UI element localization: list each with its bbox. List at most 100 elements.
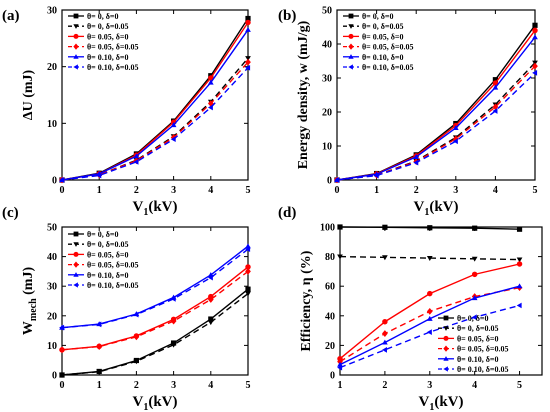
legend-marker: [443, 326, 449, 331]
data-point: [207, 296, 214, 303]
data-point: [516, 302, 522, 309]
legend-marker: [348, 33, 354, 39]
x-tick-label: 5: [517, 380, 522, 391]
plot-frame: [339, 226, 543, 376]
series-line: [336, 62, 536, 181]
data-point: [516, 261, 523, 267]
legend-marker: [348, 64, 353, 70]
y-tick-label: 30: [47, 6, 57, 17]
series-line: [61, 61, 249, 181]
data-point: [532, 62, 538, 70]
panel-label: (c): [2, 205, 19, 221]
legend-marker: [73, 251, 79, 257]
x-tick-label: 3: [453, 185, 458, 196]
legend-label: θ= 0, δ=0.05: [87, 240, 128, 249]
legend-marker: [348, 54, 354, 59]
series-2: [59, 291, 251, 378]
legend-marker: [348, 43, 354, 50]
legend-label: θ= 0, δ=0.05: [457, 324, 498, 333]
data-point: [492, 108, 498, 114]
y-tick-label: 60: [325, 282, 335, 293]
y-tick-label: 30: [322, 74, 332, 85]
y-axis-label-main: Efficiency, η (%): [299, 250, 314, 351]
x-axis-label-sub: 1: [429, 402, 434, 412]
legend-label: θ= 0.10, δ=0.05: [87, 281, 138, 290]
legend-label: θ= 0.10, δ=0.05: [87, 63, 138, 72]
legend-label: θ= 0.05, δ=0.05: [87, 43, 138, 52]
x-tick-label: 2: [134, 380, 139, 391]
y-tick-label: 0: [330, 371, 335, 382]
x-tick-label: 4: [208, 380, 213, 391]
legend-marker: [443, 356, 449, 361]
legend-marker: [73, 231, 79, 237]
x-axis-label: V1(kV): [418, 394, 463, 412]
y-tick-label: 50: [47, 223, 57, 234]
legend-marker: [73, 54, 79, 59]
series-line: [61, 293, 249, 376]
legend: θ= 0, δ=0θ= 0, δ=0.05θ= 0.05, δ=0 θ= 0.05…: [68, 12, 138, 72]
x-tick-label: 3: [171, 185, 176, 196]
x-tick-label: 0: [60, 380, 65, 391]
legend-label: θ= 0.10, δ=0: [457, 355, 498, 364]
data-point: [337, 224, 343, 230]
legend-label: θ= 0, δ=0.05: [87, 22, 128, 31]
data-point: [245, 56, 251, 62]
series-2: [59, 56, 251, 183]
y-tick-label: 0: [52, 371, 57, 382]
legend-label: θ= 0.10, δ=0: [362, 53, 403, 62]
panel-label: (b): [278, 8, 296, 24]
legend-label: θ= 0.05, δ=0.05: [87, 261, 138, 270]
x-axis-label-sub: 1: [424, 207, 429, 218]
y-tick-label: 30: [47, 282, 57, 293]
data-point: [382, 224, 388, 230]
data-point: [207, 320, 214, 326]
data-point: [532, 27, 538, 34]
legend-label: θ= 0, δ=0.05: [362, 22, 403, 31]
data-point: [133, 159, 139, 165]
series-line: [336, 72, 536, 181]
y-tick-label: 40: [325, 311, 335, 322]
x-tick-label: 5: [246, 185, 251, 196]
series-1: [59, 286, 251, 378]
y-axis-label-sub: mech: [28, 298, 39, 321]
y-axis-label: Energy density, w (mJ/g): [296, 20, 311, 169]
legend-label: θ= 0.10, δ=0: [87, 271, 128, 280]
series-6: [337, 302, 522, 371]
data-point: [452, 125, 459, 131]
data-point: [133, 153, 140, 159]
data-point: [382, 339, 388, 345]
y-tick-label: 20: [47, 311, 57, 322]
y-tick-label: 50: [322, 6, 332, 17]
data-point: [427, 290, 433, 297]
series-line: [339, 304, 520, 369]
plot-frame: [336, 9, 536, 181]
x-tick-label: 2: [134, 185, 139, 196]
plot-frame: [61, 226, 249, 376]
y-tick-label: 100: [320, 223, 335, 234]
legend-marker: [73, 242, 79, 247]
x-tick-label: 0: [60, 185, 65, 196]
legend-label: θ= 0.10, δ=0: [87, 53, 128, 62]
data-point: [59, 372, 65, 378]
data-point: [427, 225, 433, 231]
series-4: [334, 62, 538, 184]
data-point: [170, 317, 177, 325]
y-axis-label: Efficiency, η (%): [299, 250, 314, 351]
data-point: [245, 58, 251, 66]
series-2: [337, 254, 523, 263]
series-line: [61, 57, 249, 181]
x-tick-label: 1: [338, 380, 343, 391]
data-point: [426, 256, 433, 261]
data-point: [96, 321, 102, 328]
data-point: [532, 70, 538, 76]
x-axis-label-main: V: [418, 394, 429, 410]
data-point: [471, 256, 478, 262]
y-tick-label: 20: [47, 62, 57, 73]
data-point: [516, 257, 523, 263]
data-point: [170, 136, 176, 143]
data-point: [492, 103, 499, 111]
legend-label: θ= 0, δ=0: [87, 230, 118, 239]
